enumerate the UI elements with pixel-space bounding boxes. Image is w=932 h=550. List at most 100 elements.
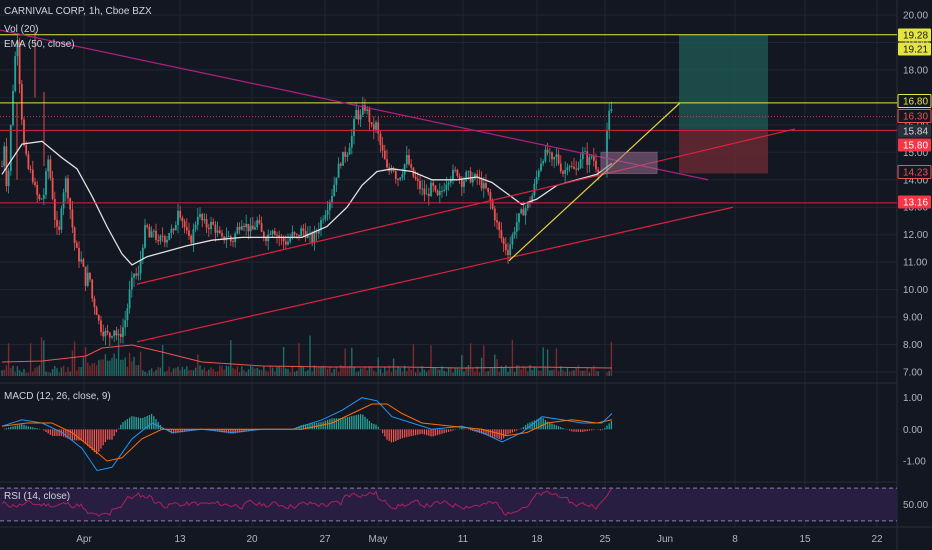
candle-body [174, 224, 177, 231]
time-tick-label: 20 [246, 534, 258, 545]
candle-body [586, 151, 589, 165]
candle-body [535, 176, 538, 184]
price-tag-label: 16.80 [903, 97, 928, 108]
candle-body [348, 147, 351, 155]
candle-body [67, 178, 69, 199]
candle-body [562, 171, 564, 174]
candle-body [328, 201, 331, 211]
candle-body [260, 223, 263, 232]
candle-body [119, 333, 122, 337]
candle-body [133, 273, 135, 278]
candle-body [311, 233, 314, 243]
time-tick-label: Apr [76, 534, 92, 545]
price-tag-label: 19.28 [903, 31, 928, 42]
candle-body [606, 130, 608, 173]
volume-label[interactable]: Vol (20) [4, 24, 38, 35]
candle-body [496, 220, 498, 223]
candle-body [157, 240, 160, 242]
candle-body [366, 109, 369, 111]
ema-label[interactable]: EMA (50, close) [4, 39, 75, 50]
price-tag-bg [897, 165, 932, 179]
candle-body [12, 91, 14, 126]
time-tick-label: 27 [319, 534, 331, 545]
candle-body [78, 247, 80, 262]
price-tick-label: 18.00 [903, 65, 928, 76]
candle-body [548, 152, 551, 154]
volume-bars [1, 335, 613, 376]
rsi-label[interactable]: RSI (14, close) [4, 491, 70, 502]
rsi-axis[interactable]: 50.00 [903, 500, 928, 511]
candle-body [265, 238, 267, 242]
candle-body [128, 289, 131, 309]
candle-body [159, 235, 162, 242]
candle-body [192, 229, 195, 243]
price-tick-label: 11.00 [903, 258, 928, 269]
candle-body [276, 234, 278, 236]
candle-body [289, 237, 292, 242]
candle-body [214, 224, 217, 233]
candle-body [471, 178, 474, 183]
candle-body [436, 190, 439, 196]
candle-body [278, 235, 281, 238]
candle-body [243, 226, 245, 228]
candle-body [49, 159, 52, 179]
macd-axis[interactable]: 1.00 0.00 -1.00 [903, 393, 926, 467]
candle-body [419, 181, 421, 189]
price-tag-bg [898, 138, 931, 152]
candle-body [557, 154, 560, 164]
candle-body [526, 202, 529, 209]
candle-body [579, 159, 582, 168]
candle-body [152, 230, 155, 232]
symbol-title[interactable]: CARNIVAL CORP, 1h, Cboe BZX [4, 6, 152, 17]
candle-body [53, 199, 56, 220]
long-position-tool[interactable] [679, 34, 768, 174]
price-tick-label: 20.00 [903, 11, 928, 22]
candle-body [377, 122, 380, 134]
price-tag-label: 14.23 [903, 168, 928, 179]
candle-body [144, 225, 146, 248]
candle-body [331, 195, 333, 202]
candle-body [564, 170, 567, 174]
candle-body [221, 233, 223, 237]
candle-body [364, 105, 366, 111]
candle-body [575, 168, 578, 170]
candle-body [298, 234, 300, 237]
candle-body [89, 272, 91, 280]
candle-body [117, 333, 120, 336]
price-tag-label: 19.21 [903, 45, 928, 56]
candle-body [238, 226, 241, 230]
candle-body [287, 241, 289, 245]
time-axis[interactable]: Apr 13 20 27 May 11 18 25 Jun 8 15 22 [76, 534, 883, 545]
candle-body [93, 298, 96, 308]
candle-body [379, 133, 382, 145]
candle-body [610, 108, 613, 111]
candle-body [509, 244, 512, 256]
candle-body [7, 170, 10, 187]
macd-label[interactable]: MACD (12, 26, close, 9) [4, 391, 111, 402]
candle-body [42, 194, 45, 199]
candle-body [416, 178, 419, 182]
price-tick-label: 7.00 [903, 368, 923, 379]
candle-body [533, 183, 536, 196]
candle-body [18, 41, 21, 85]
candle-body [258, 220, 261, 224]
candle-body [69, 198, 72, 210]
candle-body [390, 168, 393, 172]
candle-body [511, 234, 514, 245]
candle-body [432, 182, 435, 186]
price-tags: 19.28 19.21 16.80 16.30 15.84 15.80 14.23 13.16 [897, 28, 932, 209]
candle-body [161, 235, 164, 237]
trendline-resistance [0, 29, 709, 181]
candle-body [82, 259, 85, 267]
candle-body [240, 226, 243, 230]
macd-pane [1, 397, 613, 472]
candle-body [344, 151, 347, 157]
trendline-drawings[interactable] [0, 29, 897, 343]
time-tick-label: 11 [458, 534, 469, 545]
candle-body [71, 209, 74, 228]
candle-body [284, 241, 287, 245]
candle-body [104, 330, 107, 337]
